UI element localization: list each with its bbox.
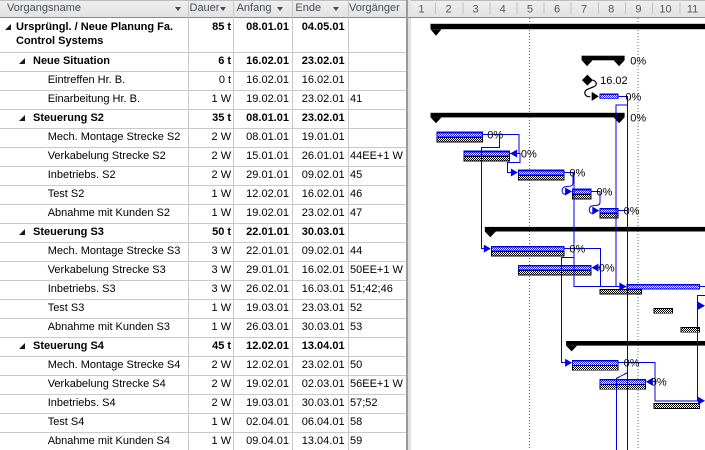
svg-text:10: 10 [659, 4, 671, 16]
svg-text:0%: 0% [521, 149, 537, 161]
svg-text:16.02: 16.02 [600, 75, 628, 87]
svg-text:5: 5 [527, 4, 533, 16]
svg-text:0%: 0% [599, 263, 615, 275]
svg-text:0%: 0% [569, 244, 585, 256]
svg-text:0%: 0% [651, 377, 667, 389]
svg-text:4: 4 [500, 4, 506, 16]
svg-text:0%: 0% [597, 187, 613, 199]
svg-text:2: 2 [445, 4, 451, 16]
svg-text:0%: 0% [624, 358, 640, 370]
svg-text:0%: 0% [624, 206, 640, 218]
svg-text:8: 8 [608, 4, 614, 16]
svg-text:6: 6 [554, 4, 560, 16]
svg-text:3: 3 [473, 4, 479, 16]
svg-text:0%: 0% [630, 113, 646, 125]
svg-text:0%: 0% [569, 168, 585, 180]
svg-text:0%: 0% [487, 130, 503, 142]
svg-text:1: 1 [418, 4, 424, 16]
svg-text:0%: 0% [625, 91, 641, 103]
svg-text:0%: 0% [630, 55, 646, 67]
svg-text:9: 9 [635, 4, 641, 16]
svg-text:7: 7 [581, 4, 587, 16]
svg-text:11: 11 [687, 4, 698, 16]
